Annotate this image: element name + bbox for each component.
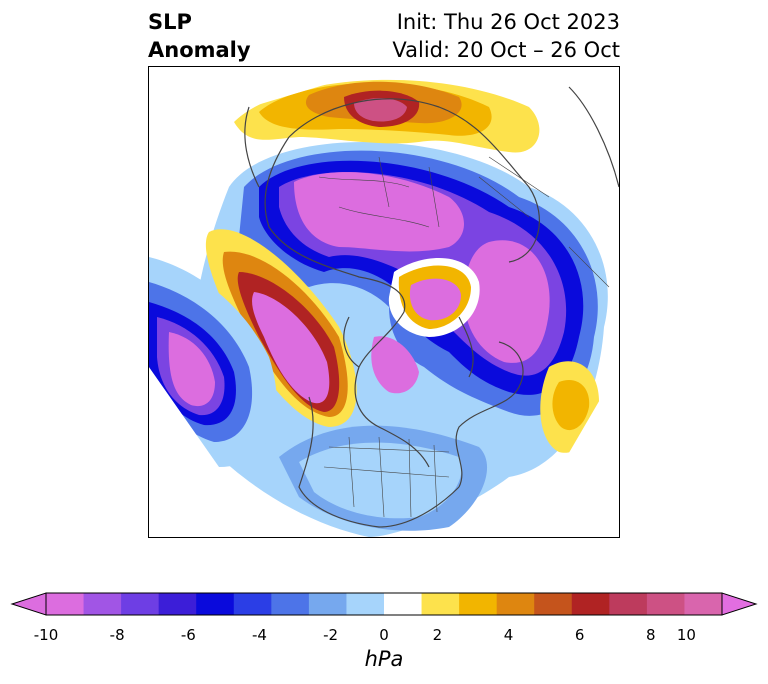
colorbar-bin [534,593,573,615]
colorbar-tick-label: 0 [379,626,389,644]
colorbar-bin [196,593,235,615]
borders [318,156,610,518]
coastlines [244,86,619,528]
colorbar-bin [121,593,160,615]
colorbar-tick-label: -2 [323,626,339,644]
colorbar-tick-label: 10 [676,626,696,644]
valid-range: Valid: 20 Oct – 26 Oct [392,38,620,62]
title-line-1: SLP [148,10,192,34]
map-title: SLP Anomaly [148,8,251,64]
colorbar-bin [346,593,385,615]
colorbar-units: hPa [364,647,404,671]
init-date: Init: Thu 26 Oct 2023 [396,10,620,34]
title-line-2: Anomaly [148,38,251,62]
colorbar-tick-label: 8 [646,626,656,644]
canada-low-core [371,336,419,394]
map-dates: Init: Thu 26 Oct 2023 Valid: 20 Oct – 26… [392,8,620,64]
southern-light [299,442,462,519]
colorbar-bin [646,593,685,615]
pacific-low-core [168,332,215,407]
colorbar-bin [233,593,272,615]
colorbar-tick-label: -4 [251,626,267,644]
scandinavia-high-peak [354,98,407,122]
colorbar-bin [46,593,85,615]
anomaly-field [149,79,619,537]
colorbar-tick-label: -6 [180,626,196,644]
colorbar-tick-label: 2 [432,626,443,644]
pacific-high-core [252,292,330,404]
colorbar-tick-label: -8 [109,626,125,644]
colorbar-under-arrow [10,592,47,616]
atlantic-high-core [552,379,590,431]
colorbar-bin [83,593,122,615]
colorbar-over-arrow [721,592,758,616]
colorbar-tick-label: -10 [33,626,59,644]
colorbar-bin [308,593,347,615]
contour-fill [149,79,608,537]
colorbar-bin [384,593,423,615]
colorbar-bin [158,593,197,615]
greenland-low-core [464,240,550,363]
polar-map [148,66,620,538]
colorbar-tick-label: 4 [503,626,514,644]
colorbar [10,592,758,616]
colorbar-bin [609,593,648,615]
colorbar-tick-label: 6 [574,626,585,644]
colorbar-frame [45,592,723,616]
colorbar-bin [271,593,310,615]
colorbar-bin [459,593,498,615]
colorbar-bin [684,593,723,615]
colorbar-bin [571,593,610,615]
colorbar-bin [496,593,535,615]
colorbar-bin [421,593,460,615]
siberia-low-core [294,172,464,252]
arctic-high-core [409,278,461,321]
